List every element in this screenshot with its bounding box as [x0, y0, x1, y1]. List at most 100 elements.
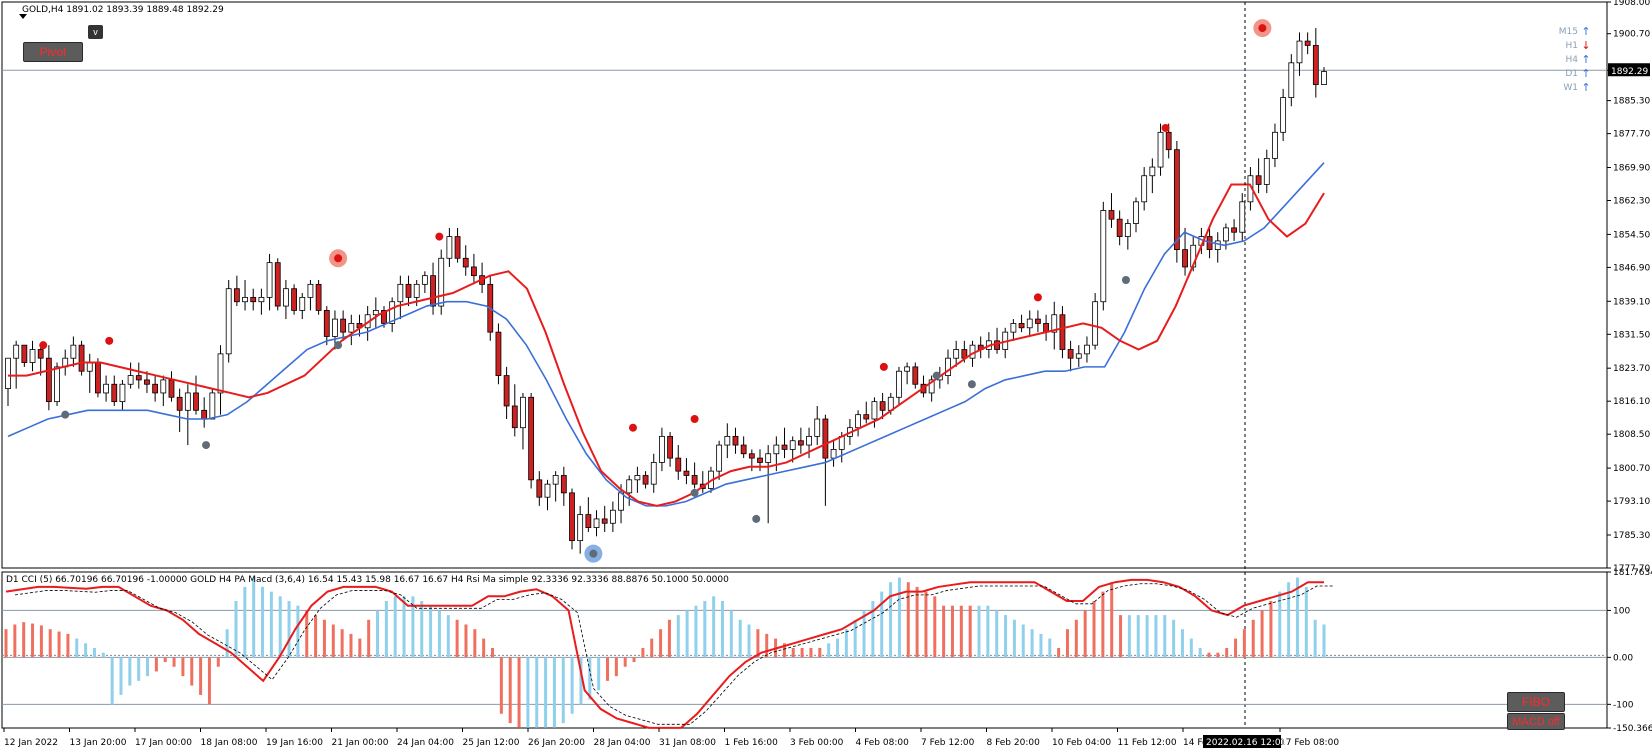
histogram-bar [4, 629, 8, 658]
candle [904, 362, 911, 385]
candle-body [781, 444, 788, 450]
histogram-bar [1278, 591, 1282, 658]
candle [503, 366, 510, 420]
candle [389, 297, 396, 333]
candle-body [78, 344, 85, 372]
candle [266, 253, 273, 311]
swing-high-dot [1258, 24, 1267, 33]
arrow-up-icon: ↑ [1581, 25, 1590, 38]
candle [1067, 340, 1074, 372]
candle [953, 340, 960, 367]
timeframe-label-h4: H4 [1566, 55, 1579, 65]
v-toggle-button[interactable]: v [88, 25, 103, 39]
price-label: 1885.30 [1613, 97, 1650, 107]
candle-body [495, 331, 502, 376]
time-label: 24 Jan 04:00 [397, 738, 454, 748]
swing-low-dot [967, 380, 976, 389]
histogram-bar [650, 638, 654, 658]
candle-body [757, 457, 763, 463]
histogram-bar [561, 657, 565, 724]
histogram-bar [13, 624, 17, 658]
candle [797, 427, 804, 454]
histogram-bar [252, 577, 256, 658]
histogram-bar [1295, 577, 1299, 658]
price-label: 1839.10 [1613, 297, 1650, 307]
histogram-bar [340, 629, 344, 658]
candle [78, 340, 85, 376]
candle-body [372, 310, 379, 316]
histogram-bar [269, 591, 273, 658]
histogram-bar [367, 619, 371, 658]
time-label: 17 Jan 00:00 [135, 738, 192, 748]
timeframe-label-h1: H1 [1566, 41, 1579, 51]
candle [54, 362, 60, 406]
fibo-button[interactable]: FIBO [1507, 692, 1565, 712]
histogram-bar [411, 596, 415, 658]
candle [683, 458, 690, 485]
candle [5, 357, 11, 406]
candle-body [389, 301, 396, 324]
candle [144, 371, 150, 393]
candle [675, 445, 682, 480]
candle-body [1124, 223, 1131, 237]
candle-body [1182, 249, 1188, 268]
candle [397, 275, 404, 320]
candle [789, 436, 796, 463]
swing-low-dot [589, 549, 598, 558]
swing-low-dot [334, 341, 343, 350]
candle-body [928, 379, 935, 394]
time-label: 4 Feb 08:00 [856, 738, 910, 748]
histogram-bar [101, 652, 105, 658]
candle-body [119, 383, 126, 403]
time-label: 17 Feb 08:00 [1280, 738, 1339, 748]
histogram-bar [39, 625, 43, 658]
candle [225, 280, 232, 363]
candle-body [144, 379, 150, 385]
candle-body [233, 288, 240, 303]
histogram-bar [305, 610, 309, 658]
crosshair-time-box [1203, 735, 1281, 748]
dropdown-triangle-icon[interactable] [19, 14, 27, 19]
histogram-bar [190, 657, 194, 686]
histogram-bar [1021, 624, 1025, 658]
histogram-bar [915, 586, 919, 658]
candle-body [299, 296, 306, 311]
histogram-bar [1154, 615, 1158, 658]
candle [945, 349, 951, 385]
candle-body [552, 475, 559, 485]
candle-body [397, 283, 404, 303]
candle-body [332, 318, 338, 337]
macd-off-button[interactable]: MACD off [1507, 713, 1565, 730]
histogram-bar [933, 596, 937, 658]
arrow-down-icon: ↓ [1581, 39, 1590, 52]
candle [119, 379, 126, 411]
candle [21, 344, 28, 367]
histogram-bar [1057, 647, 1061, 658]
histogram-bar [889, 582, 893, 658]
pivot-button[interactable]: Pivot [23, 42, 83, 62]
time-label: 10 Feb 04:00 [1052, 738, 1111, 748]
candle-body [904, 366, 911, 372]
candle [552, 471, 559, 502]
histogram-bar [314, 615, 318, 658]
time-label: 19 Jan 16:00 [266, 738, 323, 748]
histogram-bar [128, 657, 132, 686]
candle [634, 466, 641, 493]
candle [405, 275, 412, 307]
candle [814, 405, 821, 446]
candle-body [1116, 218, 1123, 237]
candle-body [1108, 210, 1115, 220]
candle [732, 427, 739, 454]
histogram-bar [588, 657, 592, 700]
histogram-bar [1039, 633, 1043, 658]
candle [1280, 88, 1287, 142]
candle-body [716, 444, 723, 472]
candle [1124, 219, 1131, 250]
candle-body [454, 236, 461, 259]
candle-body [1018, 323, 1025, 329]
candle-body [13, 344, 20, 359]
histogram-bar [597, 657, 601, 691]
candle-body [855, 414, 861, 429]
histogram-bar [22, 622, 26, 658]
